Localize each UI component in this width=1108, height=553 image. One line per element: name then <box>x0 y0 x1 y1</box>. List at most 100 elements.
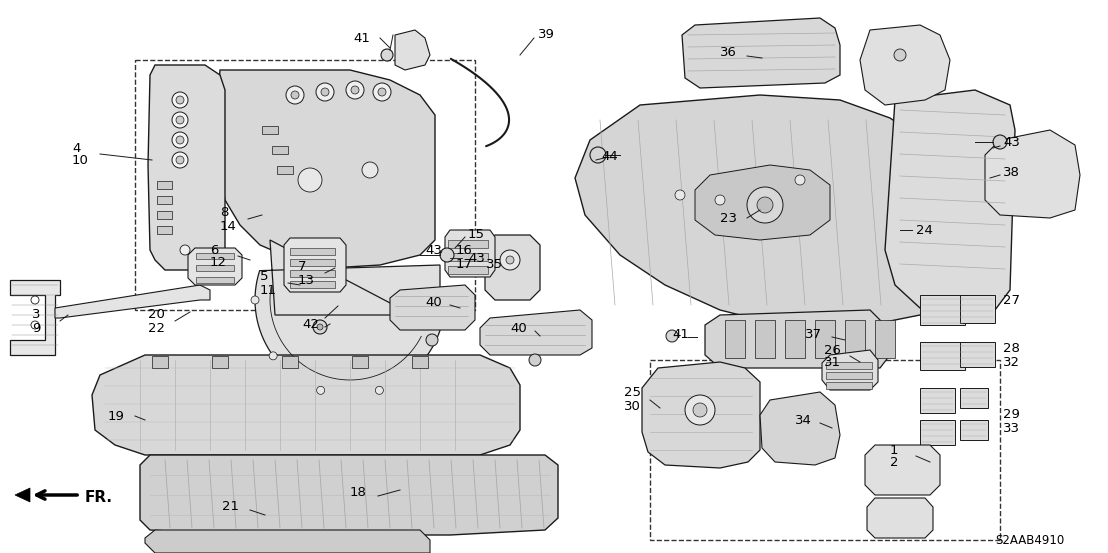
Text: 20: 20 <box>148 309 165 321</box>
Text: 43: 43 <box>468 252 485 264</box>
Bar <box>920 342 965 370</box>
Bar <box>920 388 955 413</box>
Bar <box>920 420 955 445</box>
Text: 10: 10 <box>72 154 89 168</box>
Polygon shape <box>485 235 540 300</box>
Text: 35: 35 <box>486 258 503 272</box>
Text: 43: 43 <box>425 244 442 258</box>
Bar <box>290 259 335 266</box>
Bar <box>261 126 278 134</box>
Circle shape <box>176 156 184 164</box>
Circle shape <box>176 136 184 144</box>
Bar <box>352 356 368 368</box>
Bar <box>875 320 895 358</box>
Text: 21: 21 <box>222 500 239 514</box>
Polygon shape <box>705 310 890 368</box>
Text: 32: 32 <box>1003 356 1020 368</box>
Circle shape <box>316 83 334 101</box>
Circle shape <box>346 81 365 99</box>
Circle shape <box>381 49 393 61</box>
Polygon shape <box>575 95 940 325</box>
Circle shape <box>252 296 259 304</box>
Polygon shape <box>822 350 878 390</box>
Circle shape <box>685 395 715 425</box>
Polygon shape <box>390 285 475 330</box>
Text: 2: 2 <box>890 456 899 468</box>
Circle shape <box>529 354 541 366</box>
Polygon shape <box>148 65 225 270</box>
Circle shape <box>172 92 188 108</box>
Bar <box>290 248 335 255</box>
Circle shape <box>666 330 678 342</box>
Circle shape <box>755 190 765 200</box>
Text: 5: 5 <box>260 270 268 284</box>
Circle shape <box>172 112 188 128</box>
Text: 29: 29 <box>1003 409 1019 421</box>
Text: 12: 12 <box>211 257 227 269</box>
Polygon shape <box>284 238 346 292</box>
Circle shape <box>351 86 359 94</box>
Circle shape <box>176 116 184 124</box>
Circle shape <box>500 250 520 270</box>
Bar <box>825 382 872 389</box>
Bar <box>960 388 988 408</box>
Bar <box>784 320 806 358</box>
Circle shape <box>440 248 454 262</box>
Text: 16: 16 <box>456 244 473 258</box>
Text: 1: 1 <box>890 444 899 456</box>
Circle shape <box>179 245 189 255</box>
Text: 37: 37 <box>806 327 822 341</box>
Polygon shape <box>10 280 60 355</box>
Text: 33: 33 <box>1003 421 1020 435</box>
Text: 26: 26 <box>824 343 841 357</box>
Text: FR.: FR. <box>85 491 113 505</box>
Circle shape <box>362 162 378 178</box>
Polygon shape <box>92 355 520 455</box>
Text: 30: 30 <box>624 400 640 414</box>
Circle shape <box>747 187 783 223</box>
Text: 19: 19 <box>107 410 125 422</box>
Circle shape <box>31 321 39 329</box>
Circle shape <box>31 296 39 304</box>
Text: 17: 17 <box>456 258 473 270</box>
Circle shape <box>286 86 304 104</box>
Circle shape <box>993 135 1007 149</box>
Text: 34: 34 <box>796 414 812 426</box>
Polygon shape <box>683 18 840 88</box>
Circle shape <box>757 197 773 213</box>
Circle shape <box>373 83 391 101</box>
Polygon shape <box>650 360 1001 540</box>
Polygon shape <box>135 60 475 310</box>
Bar <box>960 420 988 440</box>
Polygon shape <box>145 530 430 553</box>
Bar <box>290 281 335 288</box>
Polygon shape <box>255 240 440 395</box>
Bar <box>152 356 168 368</box>
Bar <box>448 253 488 261</box>
Circle shape <box>176 96 184 104</box>
Text: 36: 36 <box>720 46 737 60</box>
Circle shape <box>692 403 707 417</box>
Bar <box>448 240 488 248</box>
Bar <box>271 146 288 154</box>
Circle shape <box>317 387 325 394</box>
Polygon shape <box>885 90 1015 315</box>
Bar <box>157 196 172 204</box>
Bar <box>212 356 228 368</box>
Bar <box>825 362 872 369</box>
Polygon shape <box>642 362 760 468</box>
Bar <box>448 266 488 274</box>
Text: 24: 24 <box>916 223 933 237</box>
Text: 39: 39 <box>538 29 555 41</box>
Polygon shape <box>188 248 242 285</box>
Text: 27: 27 <box>1003 295 1020 307</box>
Text: S2AAB4910: S2AAB4910 <box>996 534 1065 546</box>
Bar <box>157 181 172 189</box>
Text: 22: 22 <box>148 321 165 335</box>
Circle shape <box>269 352 277 360</box>
Bar <box>196 265 234 271</box>
Circle shape <box>312 320 327 334</box>
Circle shape <box>506 256 514 264</box>
Polygon shape <box>445 230 495 277</box>
Polygon shape <box>985 130 1080 218</box>
